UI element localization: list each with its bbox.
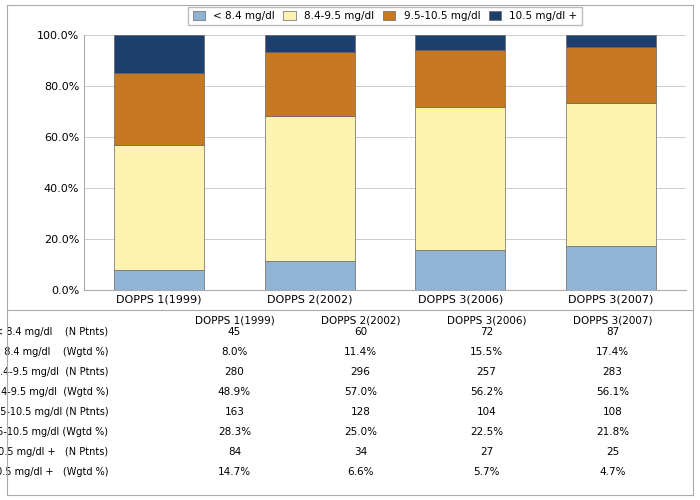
- Text: 283: 283: [603, 367, 622, 377]
- Bar: [265, 35, 355, 52]
- Bar: [415, 50, 505, 107]
- Text: < 8.4 mg/dl    (Wgtd %): < 8.4 mg/dl (Wgtd %): [0, 347, 108, 357]
- Text: 257: 257: [477, 367, 496, 377]
- Text: 48.9%: 48.9%: [218, 387, 251, 397]
- Text: 34: 34: [354, 447, 367, 457]
- Text: 84: 84: [228, 447, 241, 457]
- Bar: [566, 246, 656, 290]
- Bar: [114, 145, 204, 270]
- Bar: [114, 72, 204, 145]
- Text: 14.7%: 14.7%: [218, 467, 251, 477]
- Text: 56.1%: 56.1%: [596, 387, 629, 397]
- Text: 280: 280: [225, 367, 244, 377]
- Text: 10.5 mg/dl +   (Wgtd %): 10.5 mg/dl + (Wgtd %): [0, 467, 108, 477]
- Bar: [415, 107, 505, 251]
- Text: 4.7%: 4.7%: [599, 467, 626, 477]
- Bar: [265, 261, 355, 290]
- Text: 9.5-10.5 mg/dl (N Ptnts): 9.5-10.5 mg/dl (N Ptnts): [0, 407, 108, 417]
- Text: DOPPS 1(1999): DOPPS 1(1999): [195, 316, 274, 326]
- Text: 6.6%: 6.6%: [347, 467, 374, 477]
- Text: 8.4-9.5 mg/dl  (Wgtd %): 8.4-9.5 mg/dl (Wgtd %): [0, 387, 108, 397]
- Text: < 8.4 mg/dl    (N Ptnts): < 8.4 mg/dl (N Ptnts): [0, 327, 108, 337]
- Text: 128: 128: [351, 407, 370, 417]
- Text: 163: 163: [225, 407, 244, 417]
- Text: 15.5%: 15.5%: [470, 347, 503, 357]
- Text: 8.0%: 8.0%: [221, 347, 248, 357]
- Text: 8.4-9.5 mg/dl  (N Ptnts): 8.4-9.5 mg/dl (N Ptnts): [0, 367, 108, 377]
- Text: 108: 108: [603, 407, 622, 417]
- Text: 25.0%: 25.0%: [344, 427, 377, 437]
- Text: 28.3%: 28.3%: [218, 427, 251, 437]
- Bar: [566, 102, 656, 246]
- Text: 104: 104: [477, 407, 496, 417]
- Text: 11.4%: 11.4%: [344, 347, 377, 357]
- Bar: [265, 116, 355, 261]
- Text: 9.5-10.5 mg/dl (Wgtd %): 9.5-10.5 mg/dl (Wgtd %): [0, 427, 108, 437]
- Text: 56.2%: 56.2%: [470, 387, 503, 397]
- Text: DOPPS 2(2002): DOPPS 2(2002): [321, 316, 400, 326]
- Text: DOPPS 3(2007): DOPPS 3(2007): [573, 316, 652, 326]
- Text: 57.0%: 57.0%: [344, 387, 377, 397]
- Bar: [415, 250, 505, 290]
- Text: 60: 60: [354, 327, 367, 337]
- Bar: [265, 52, 355, 116]
- Text: 45: 45: [228, 327, 241, 337]
- Text: DOPPS 3(2006): DOPPS 3(2006): [447, 316, 526, 326]
- Text: 10.5 mg/dl +   (N Ptnts): 10.5 mg/dl + (N Ptnts): [0, 447, 108, 457]
- Bar: [415, 36, 505, 50]
- Bar: [114, 36, 204, 72]
- Legend: < 8.4 mg/dl, 8.4-9.5 mg/dl, 9.5-10.5 mg/dl, 10.5 mg/dl +: < 8.4 mg/dl, 8.4-9.5 mg/dl, 9.5-10.5 mg/…: [188, 7, 582, 26]
- Text: 296: 296: [351, 367, 370, 377]
- Bar: [566, 35, 656, 47]
- Text: 21.8%: 21.8%: [596, 427, 629, 437]
- Text: 27: 27: [480, 447, 493, 457]
- Text: 72: 72: [480, 327, 493, 337]
- Bar: [566, 47, 656, 102]
- Text: 25: 25: [606, 447, 619, 457]
- Bar: [114, 270, 204, 290]
- Text: 17.4%: 17.4%: [596, 347, 629, 357]
- Text: 87: 87: [606, 327, 619, 337]
- Text: 5.7%: 5.7%: [473, 467, 500, 477]
- Text: 22.5%: 22.5%: [470, 427, 503, 437]
